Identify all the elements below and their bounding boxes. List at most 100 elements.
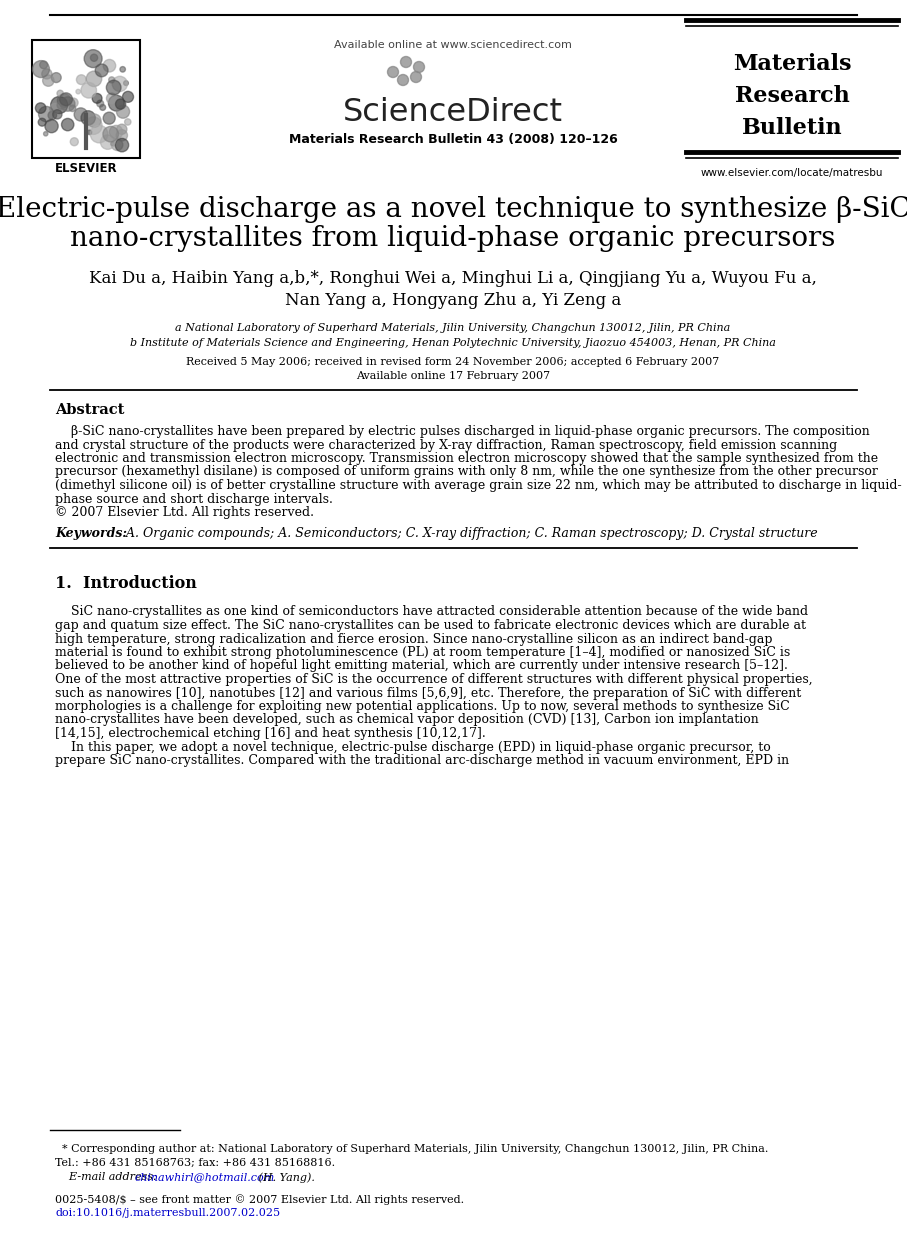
Circle shape — [50, 104, 60, 114]
Circle shape — [116, 105, 130, 118]
Circle shape — [81, 83, 96, 98]
Circle shape — [91, 125, 108, 142]
Circle shape — [45, 120, 58, 132]
Circle shape — [91, 54, 98, 62]
Circle shape — [38, 119, 46, 126]
Circle shape — [115, 139, 129, 152]
Circle shape — [76, 89, 81, 94]
Text: believed to be another kind of hopeful light emitting material, which are curren: believed to be another kind of hopeful l… — [55, 660, 788, 672]
Circle shape — [120, 67, 125, 72]
Text: [14,15], electrochemical etching [16] and heat synthesis [10,12,17].: [14,15], electrochemical etching [16] an… — [55, 727, 486, 740]
Text: β-SiC nano-crystallites have been prepared by electric pulses discharged in liqu: β-SiC nano-crystallites have been prepar… — [55, 425, 870, 438]
Text: Electric-pulse discharge as a novel technique to synthesize β-SiC: Electric-pulse discharge as a novel tech… — [0, 196, 907, 223]
Text: chinawhirl@hotmail.com: chinawhirl@hotmail.com — [135, 1172, 275, 1182]
Circle shape — [61, 97, 75, 111]
Circle shape — [87, 130, 92, 135]
Circle shape — [112, 77, 128, 92]
Text: ELSEVIER: ELSEVIER — [54, 162, 117, 175]
Text: Received 5 May 2006; received in revised form 24 November 2006; accepted 6 Febru: Received 5 May 2006; received in revised… — [186, 357, 719, 366]
Text: Materials: Materials — [733, 53, 852, 76]
Circle shape — [401, 57, 412, 68]
Circle shape — [106, 93, 117, 104]
Circle shape — [42, 69, 52, 79]
Circle shape — [40, 61, 47, 69]
Text: E-mail address:: E-mail address: — [55, 1172, 161, 1182]
Text: © 2007 Elsevier Ltd. All rights reserved.: © 2007 Elsevier Ltd. All rights reserved… — [55, 506, 314, 519]
Circle shape — [117, 124, 127, 135]
Circle shape — [101, 135, 115, 150]
Text: A. Organic compounds; A. Semiconductors; C. X-ray diffraction; C. Raman spectros: A. Organic compounds; A. Semiconductors;… — [118, 527, 817, 541]
Text: phase source and short discharge intervals.: phase source and short discharge interva… — [55, 493, 333, 505]
Circle shape — [106, 80, 121, 95]
Text: In this paper, we adopt a novel technique, electric-pulse discharge (EPD) in liq: In this paper, we adopt a novel techniqu… — [55, 740, 771, 754]
Circle shape — [122, 92, 133, 103]
Circle shape — [69, 105, 76, 111]
Circle shape — [70, 137, 78, 146]
Text: Kai Du a, Haibin Yang a,b,*, Ronghui Wei a, Minghui Li a, Qingjiang Yu a, Wuyou : Kai Du a, Haibin Yang a,b,*, Ronghui Wei… — [89, 270, 817, 287]
Text: precursor (hexamethyl disilane) is composed of uniform grains with only 8 nm, wh: precursor (hexamethyl disilane) is compo… — [55, 465, 878, 479]
Circle shape — [86, 71, 102, 87]
Text: Abstract: Abstract — [55, 404, 124, 417]
Circle shape — [397, 74, 408, 85]
Text: Bulletin: Bulletin — [742, 118, 843, 139]
Text: One of the most attractive properties of SiC is the occurrence of different stru: One of the most attractive properties of… — [55, 673, 813, 686]
Circle shape — [110, 125, 122, 139]
Circle shape — [33, 61, 50, 78]
Circle shape — [123, 80, 129, 85]
Circle shape — [109, 77, 115, 83]
Circle shape — [57, 90, 63, 97]
Text: 0025-5408/$ – see front matter © 2007 Elsevier Ltd. All rights reserved.: 0025-5408/$ – see front matter © 2007 El… — [55, 1193, 464, 1205]
Text: Tel.: +86 431 85168763; fax: +86 431 85168816.: Tel.: +86 431 85168763; fax: +86 431 851… — [55, 1158, 335, 1167]
Circle shape — [53, 110, 62, 119]
Circle shape — [69, 98, 78, 108]
Circle shape — [103, 113, 115, 124]
Circle shape — [88, 114, 101, 128]
Circle shape — [43, 76, 54, 87]
Circle shape — [74, 108, 87, 121]
Text: 1.  Introduction: 1. Introduction — [55, 576, 197, 593]
Circle shape — [102, 126, 119, 142]
Text: Available online 17 February 2007: Available online 17 February 2007 — [356, 371, 550, 381]
Circle shape — [84, 50, 102, 68]
Circle shape — [62, 119, 73, 131]
Text: a National Laboratory of Superhard Materials, Jilin University, Changchun 130012: a National Laboratory of Superhard Mater… — [175, 323, 731, 333]
Circle shape — [84, 116, 102, 135]
Text: Nan Yang a, Hongyang Zhu a, Yi Zeng a: Nan Yang a, Hongyang Zhu a, Yi Zeng a — [285, 292, 621, 310]
Circle shape — [35, 103, 46, 114]
Circle shape — [57, 94, 71, 108]
Text: nano-crystallites from liquid-phase organic precursors: nano-crystallites from liquid-phase orga… — [71, 225, 835, 253]
Circle shape — [97, 100, 103, 106]
Circle shape — [48, 111, 56, 120]
Circle shape — [44, 131, 48, 136]
Text: high temperature, strong radicalization and fierce erosion. Since nano-crystalli: high temperature, strong radicalization … — [55, 633, 773, 645]
Text: SiC nano-crystallites as one kind of semiconductors have attracted considerable : SiC nano-crystallites as one kind of sem… — [55, 605, 808, 619]
Text: Materials Research Bulletin 43 (2008) 120–126: Materials Research Bulletin 43 (2008) 12… — [288, 132, 618, 146]
FancyBboxPatch shape — [32, 40, 140, 158]
Circle shape — [414, 62, 424, 73]
Circle shape — [109, 95, 124, 111]
Circle shape — [100, 104, 105, 110]
Text: prepare SiC nano-crystallites. Compared with the traditional arc-discharge metho: prepare SiC nano-crystallites. Compared … — [55, 754, 789, 768]
Text: material is found to exhibit strong photoluminescence (PL) at room temperature [: material is found to exhibit strong phot… — [55, 646, 790, 659]
Circle shape — [103, 59, 116, 72]
Circle shape — [111, 141, 115, 146]
Text: Available online at www.sciencedirect.com: Available online at www.sciencedirect.co… — [334, 40, 572, 50]
Circle shape — [387, 67, 398, 78]
Circle shape — [38, 106, 54, 121]
Text: * Corresponding author at: National Laboratory of Superhard Materials, Jilin Uni: * Corresponding author at: National Labo… — [62, 1144, 768, 1154]
Text: and crystal structure of the products were characterized by X-ray diffraction, R: and crystal structure of the products we… — [55, 438, 837, 452]
Circle shape — [115, 99, 126, 109]
Circle shape — [81, 110, 95, 125]
Circle shape — [52, 73, 61, 83]
Text: electronic and transmission electron microscopy. Transmission electron microscop: electronic and transmission electron mic… — [55, 452, 878, 465]
Text: doi:10.1016/j.materresbull.2007.02.025: doi:10.1016/j.materresbull.2007.02.025 — [55, 1208, 280, 1218]
Circle shape — [124, 119, 131, 125]
Text: ScienceDirect: ScienceDirect — [343, 97, 563, 128]
Text: www.elsevier.com/locate/matresbu: www.elsevier.com/locate/matresbu — [701, 168, 883, 178]
Text: nano-crystallites have been developed, such as chemical vapor deposition (CVD) [: nano-crystallites have been developed, s… — [55, 713, 759, 727]
Circle shape — [411, 72, 422, 83]
Text: (dimethyl silicone oil) is of better crystalline structure with average grain si: (dimethyl silicone oil) is of better cry… — [55, 479, 902, 491]
Circle shape — [95, 64, 108, 77]
Text: such as nanowires [10], nanotubes [12] and various films [5,6,9], etc. Therefore: such as nanowires [10], nanotubes [12] a… — [55, 687, 801, 699]
Text: morphologies is a challenge for exploiting new potential applications. Up to now: morphologies is a challenge for exploiti… — [55, 699, 790, 713]
